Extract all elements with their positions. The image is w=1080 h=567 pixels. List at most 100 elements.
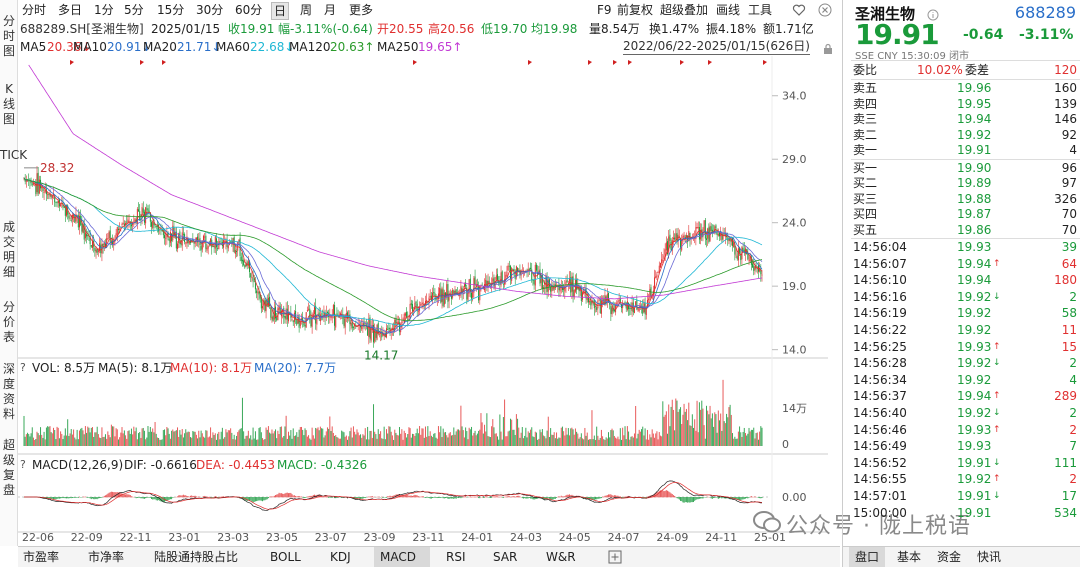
indicator-tab[interactable]: BOLL [270, 550, 301, 564]
volume-bar [455, 431, 457, 446]
sidebar-kline[interactable]: K线图 [2, 82, 15, 126]
candle-body [474, 276, 476, 285]
restore-right-button[interactable]: 前复权 [617, 3, 654, 17]
macd-bar [495, 496, 497, 498]
add-indicator-icon[interactable] [608, 550, 622, 564]
volume-bar [103, 436, 105, 446]
sidebar-review[interactable]: 超级复盘 [2, 438, 15, 497]
volume-bar [285, 415, 287, 446]
bid-row[interactable]: 买五 19.86 70 [853, 222, 1077, 239]
sidebar-trades[interactable]: 成交明细 [2, 220, 15, 279]
tools-button[interactable]: 工具 [748, 3, 773, 17]
macd-bar [121, 493, 123, 498]
candle-body [453, 290, 455, 295]
candle-body [752, 263, 754, 268]
macd-bar [700, 497, 702, 499]
help-icon[interactable]: ? [20, 361, 26, 374]
volume-bar [387, 433, 389, 446]
indicator-tab[interactable]: 市盈率 [23, 550, 60, 564]
volume-bar [487, 436, 489, 446]
candle-body [671, 239, 673, 251]
draw-line-button[interactable]: 画线 [716, 3, 741, 17]
period-tab[interactable]: 分时 [22, 3, 47, 17]
macd-bar [377, 496, 379, 498]
indicator-tab-active[interactable]: MACD [374, 547, 430, 567]
bid-row[interactable]: 买四 19.87 70 [853, 206, 1077, 223]
macd-bar [336, 497, 338, 498]
ask-row[interactable]: 卖五 19.96 160 [853, 80, 1077, 97]
f9-button[interactable]: F9 [597, 3, 612, 17]
indicator-tab[interactable]: SAR [493, 550, 518, 564]
indicator-tab[interactable]: W&R [546, 550, 576, 564]
ask-row[interactable]: 卖四 19.95 139 [853, 96, 1077, 113]
volume-bar [519, 437, 521, 446]
quote-tab[interactable]: 资金 [937, 550, 962, 564]
close-icon[interactable] [818, 3, 832, 17]
macd-bar [746, 497, 748, 499]
volume-bar [280, 426, 282, 446]
macd-bar [720, 497, 722, 498]
sidebar-tick[interactable]: TICK [0, 148, 28, 162]
sidebar-price-table[interactable]: 分价表 [2, 300, 15, 344]
bid-row[interactable]: 买三 19.88 326 [853, 191, 1077, 208]
indicator-tab[interactable]: 市净率 [88, 550, 125, 564]
candle-body [89, 235, 91, 245]
volume-bar [525, 427, 527, 446]
help-icon[interactable]: ? [20, 458, 26, 471]
indicator-tab[interactable]: KDJ [330, 550, 351, 564]
volume-bar [463, 437, 465, 446]
macd-bar [152, 497, 154, 500]
volume-bar [596, 426, 598, 446]
volume-bar [545, 438, 547, 446]
sidebar-depth[interactable]: 深度资料 [2, 362, 15, 421]
period-tab[interactable]: 30分 [196, 3, 224, 17]
indicator-tab[interactable]: 陆股通持股占比 [154, 550, 239, 564]
quote-tab[interactable]: 基本 [897, 550, 922, 564]
volume-bar [717, 410, 719, 446]
overlay-button[interactable]: 超级叠加 [660, 3, 709, 17]
quote-tab[interactable]: 快讯 [977, 550, 1002, 564]
candle-body [426, 299, 428, 303]
volume-bar [500, 431, 502, 446]
bid-row[interactable]: 买一 19.90 96 [853, 160, 1077, 177]
candle-body [433, 292, 435, 294]
macd-bar [214, 496, 216, 498]
macd-bar [262, 497, 264, 502]
ask-row[interactable]: 卖一 19.91 4 [853, 142, 1077, 159]
candle-body [390, 329, 392, 333]
volume-bar [595, 439, 597, 446]
period-tab[interactable]: 15分 [157, 3, 185, 17]
period-tab[interactable]: 1分 [94, 3, 114, 17]
period-tab[interactable]: 5分 [124, 3, 144, 17]
ask-row[interactable]: 卖二 19.92 92 [853, 127, 1077, 144]
volume-bar [112, 426, 114, 446]
candle-body [617, 301, 619, 303]
period-tab[interactable]: 周 [300, 3, 313, 17]
ask-row[interactable]: 卖三 19.94 146 [853, 111, 1077, 128]
bid-row[interactable]: 买二 19.89 97 [853, 175, 1077, 192]
volume-bar [166, 426, 168, 446]
candle-body [198, 239, 200, 242]
period-tab[interactable]: 多日 [58, 3, 83, 17]
quote-tab-active[interactable]: 盘口 [849, 547, 886, 567]
period-tab[interactable]: 60分 [235, 3, 263, 17]
lock-icon[interactable] [822, 42, 834, 54]
period-tab[interactable]: 更多 [349, 3, 374, 17]
heart-icon[interactable] [792, 3, 806, 17]
volume-bar [434, 433, 436, 446]
volume-bar [125, 435, 127, 446]
macd-bar [104, 495, 106, 498]
indicator-tab[interactable]: RSI [446, 550, 466, 564]
period-tab[interactable]: 月 [324, 3, 337, 17]
macd-bar [760, 497, 762, 499]
candle-body [734, 243, 736, 255]
date-range-label[interactable]: 2022/06/22-2025/01/15(626日) [623, 39, 810, 55]
macd-bar [453, 497, 455, 499]
volume-bar [192, 430, 194, 446]
info-icon[interactable] [927, 6, 939, 21]
period-tab-active[interactable]: 日 [271, 2, 290, 20]
macd-bar [583, 497, 585, 500]
candle-body [450, 294, 452, 299]
sidebar-fenshi[interactable]: 分时图 [2, 14, 15, 58]
